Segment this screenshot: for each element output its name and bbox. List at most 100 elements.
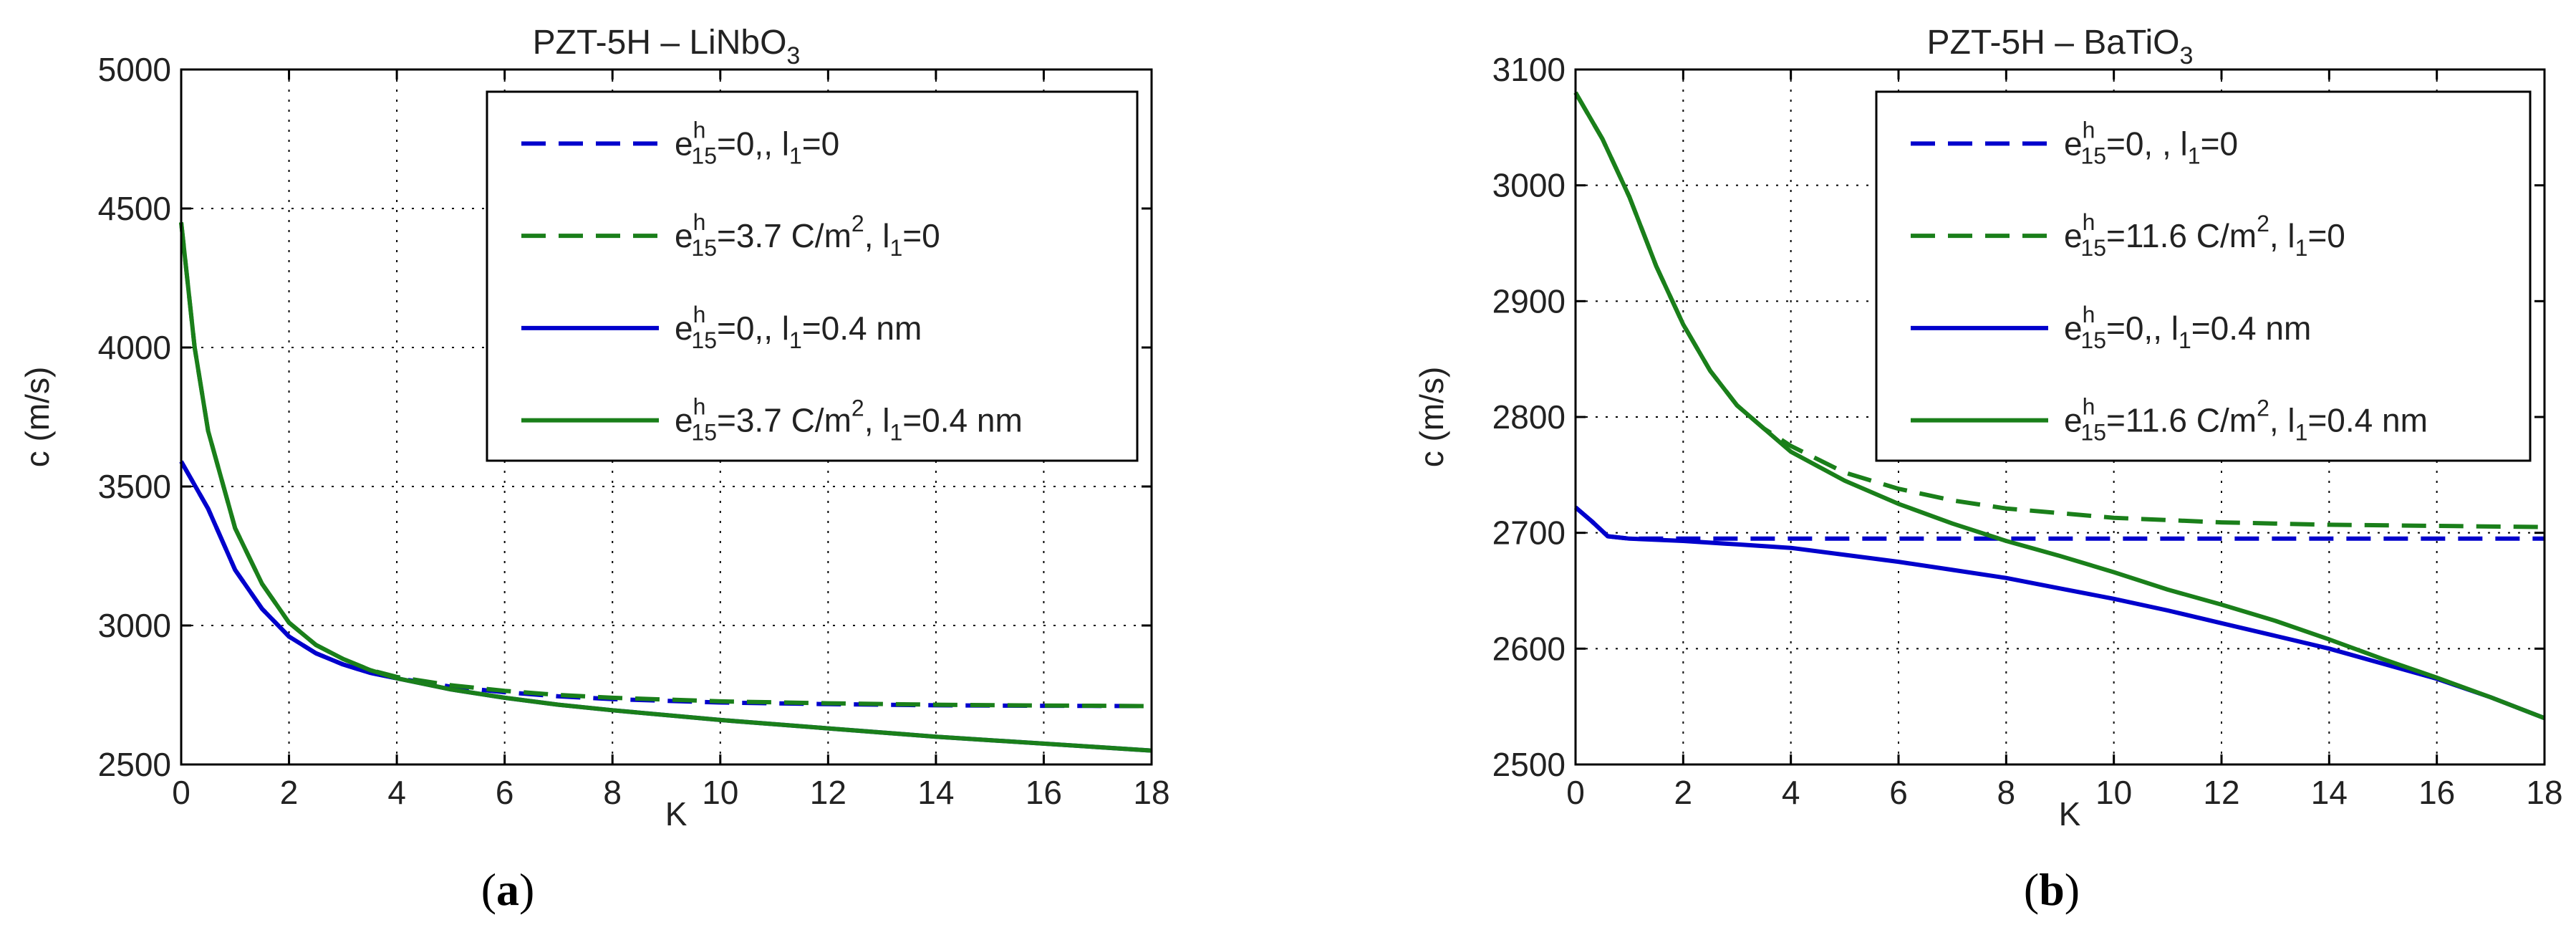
legend-text-part: , l <box>864 402 890 439</box>
x-tick-label: 0 <box>172 774 190 811</box>
axes-frame <box>180 68 1153 766</box>
legend-text-part: , l <box>763 310 789 347</box>
y-tick-label: 2500 <box>1492 746 1566 783</box>
legend-text-part: 15 <box>691 143 717 168</box>
caption-b: (b) <box>1980 863 2123 916</box>
legend-text-part: =3.7 C/m <box>717 402 852 439</box>
chart-title-subscript: 3 <box>786 42 800 69</box>
legend-text-part: =0, <box>2106 125 2162 162</box>
x-axis-label: K <box>2059 795 2081 833</box>
x-tick-label: 18 <box>1133 774 1169 811</box>
legend-text-part: , l <box>2269 217 2295 254</box>
legend-box <box>486 90 1139 462</box>
chart-title-text: PZT-5H – BaTiO <box>1927 24 2180 62</box>
series-line-3 <box>1573 91 2546 721</box>
series-line-3 <box>179 222 1152 753</box>
legend-text-part: e <box>675 125 693 162</box>
y-tick-label: 5000 <box>98 51 171 88</box>
legend-text-part: =0, <box>717 125 763 162</box>
legend-text-part: , l <box>864 217 890 254</box>
series-line-0 <box>1574 505 2544 541</box>
y-axis-label: c (m/s) <box>19 367 56 468</box>
legend-text-part: e <box>2064 402 2083 439</box>
legend-text-part: =0.4 nm <box>2307 402 2428 439</box>
y-axis-label: c (m/s) <box>1413 367 1450 468</box>
caption-a-close: ) <box>519 864 535 915</box>
y-tick-label: 3000 <box>98 607 171 644</box>
legend-text-part: =0 <box>802 125 839 162</box>
legend-text-part: , l <box>2162 125 2188 162</box>
legend-text-part: 15 <box>2080 143 2106 168</box>
x-tick-label: 14 <box>2311 774 2348 811</box>
legend-text-part: 2 <box>852 211 864 236</box>
x-tick-label: 8 <box>603 774 622 811</box>
x-tick-label: 10 <box>702 774 738 811</box>
legend-text-part: , l <box>2153 310 2179 347</box>
legend-entry-2: eh 15=0,, l1=0.4 nm <box>2064 302 2311 353</box>
series-line-1 <box>1573 91 2545 529</box>
x-tick-label: 16 <box>1026 774 1062 811</box>
y-tick-label: 4500 <box>98 190 171 227</box>
legend-text-part: e <box>675 310 693 347</box>
legend-text-part: =0 <box>2307 217 2345 254</box>
legend-text-part: e <box>675 402 693 439</box>
legend-text-part: 1 <box>2295 235 2308 261</box>
legend-entry-2: eh 15=0,, l1=0.4 nm <box>675 302 922 353</box>
legend-text-part: =3.7 C/m <box>717 217 852 254</box>
caption-a-label: a <box>496 864 519 915</box>
legend-text-part: 15 <box>2080 235 2106 261</box>
legend-text-part: 15 <box>691 420 717 446</box>
y-tick-label: 2500 <box>98 746 171 783</box>
legend-text-part: =0, <box>2106 310 2153 347</box>
caption-b-close: ) <box>2064 864 2080 915</box>
y-tick-label: 2800 <box>1492 398 1566 436</box>
legend-text-part: , l <box>763 125 789 162</box>
x-tick-label: 10 <box>2095 774 2132 811</box>
legend-text-part: 1 <box>2295 420 2308 446</box>
x-tick-label: 2 <box>280 774 299 811</box>
x-tick-label: 14 <box>917 774 954 811</box>
legend-entry-1: eh 15=3.7 C/m2, l1=0 <box>675 209 940 261</box>
legend-text-part: h <box>2083 302 2095 327</box>
legend-text-part: =0 <box>2201 125 2238 162</box>
x-tick-label: 2 <box>1674 774 1693 811</box>
legend-text-part: h <box>693 117 706 143</box>
series-line-2 <box>1574 505 2546 721</box>
x-tick-label: 18 <box>2526 774 2562 811</box>
legend-text-part: =11.6 C/m <box>2106 402 2257 439</box>
legend-text-part: h <box>2083 209 2095 235</box>
legend-text-part: e <box>2064 217 2083 254</box>
x-tick-label: 4 <box>387 774 406 811</box>
legend-text-part: 1 <box>889 235 902 261</box>
y-tick-label: 2700 <box>1492 514 1566 552</box>
legend-text-part: e <box>2064 125 2083 162</box>
chart-panel-a: 0 2 4 6 8 10 12 14 16 18250030003500400045005000K… <box>19 24 1170 833</box>
x-axis-label: K <box>665 795 688 833</box>
y-tick-label: 2600 <box>1492 630 1566 667</box>
legend-text-part: , l <box>2269 402 2295 439</box>
chart-title-subscript: 3 <box>2180 42 2194 69</box>
legend-text-part: 15 <box>2080 420 2106 446</box>
legend-text-part: 1 <box>2188 143 2201 168</box>
x-tick-label: 6 <box>1889 774 1908 811</box>
legend-entry-0: eh 15=0,, l1=0 <box>675 117 839 168</box>
y-tick-label: 3000 <box>1492 167 1566 204</box>
x-tick-label: 8 <box>1997 774 2016 811</box>
legend-text-part: =0.4 nm <box>2191 310 2312 347</box>
x-tick-label: 0 <box>1566 774 1585 811</box>
series-line-0 <box>179 460 1152 709</box>
x-tick-label: 16 <box>2418 774 2455 811</box>
legend-text-part: 1 <box>789 143 802 168</box>
legend-text-part: =11.6 C/m <box>2106 217 2257 254</box>
legend-text-part: 15 <box>2080 327 2106 353</box>
caption-a: (a) <box>436 863 579 916</box>
x-tick-label: 6 <box>496 774 514 811</box>
x-tick-label: 12 <box>2203 774 2239 811</box>
caption-a-open: ( <box>481 864 496 915</box>
chart-title-text: PZT-5H – LiNbO <box>533 24 787 62</box>
legend-box <box>1875 90 2532 462</box>
legend-text-part: =0.4 nm <box>902 402 1023 439</box>
legend-text-part: 2 <box>2257 395 2269 421</box>
caption-b-label: b <box>2039 864 2065 915</box>
legend-text-part: e <box>2064 310 2083 347</box>
